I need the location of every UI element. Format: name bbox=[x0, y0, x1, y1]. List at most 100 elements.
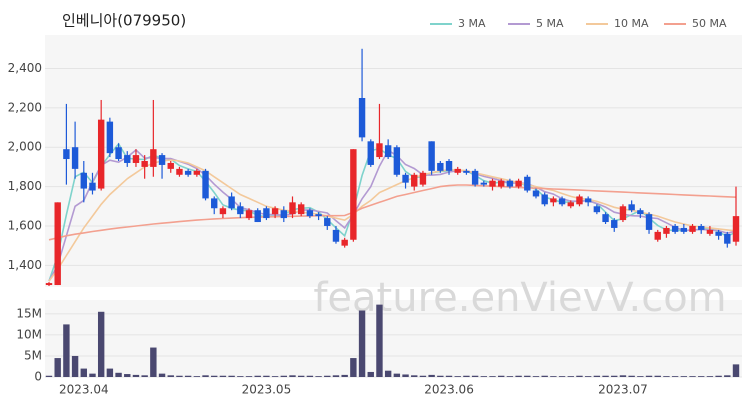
candle-body bbox=[706, 229, 714, 234]
volume-bar bbox=[306, 375, 314, 377]
x-tick-label: 2023.05 bbox=[242, 383, 292, 397]
volume-bar bbox=[254, 375, 261, 377]
candle-body bbox=[576, 196, 583, 205]
volume-bar bbox=[211, 375, 218, 377]
y-tick-label: 2,000 bbox=[8, 140, 42, 154]
candle-body bbox=[254, 210, 261, 223]
legend-label: 3 MA bbox=[458, 17, 486, 30]
candle-body bbox=[106, 121, 114, 154]
candle-body bbox=[628, 204, 635, 211]
volume-bar bbox=[663, 376, 670, 377]
volume-bar bbox=[124, 374, 131, 377]
volume-bar bbox=[411, 375, 418, 377]
volume-bar bbox=[437, 375, 444, 377]
candle-body bbox=[489, 180, 496, 187]
volume-bar bbox=[45, 375, 53, 377]
candle-body bbox=[384, 145, 392, 158]
candle-body bbox=[558, 198, 566, 205]
volume-bar bbox=[524, 375, 531, 377]
candle-body bbox=[611, 220, 618, 228]
y-tick-label: 1,400 bbox=[8, 258, 42, 272]
candle-body bbox=[341, 239, 348, 246]
volume-bar bbox=[106, 368, 114, 377]
volume-bar bbox=[584, 376, 592, 377]
volume-bar bbox=[611, 375, 618, 377]
volume-bar bbox=[428, 374, 435, 377]
candle-body bbox=[602, 214, 609, 223]
candle-body bbox=[454, 168, 461, 173]
candle-body bbox=[680, 227, 688, 232]
candle-body bbox=[428, 141, 435, 171]
volume-bar bbox=[245, 376, 253, 377]
volume-bar bbox=[463, 375, 470, 377]
candle-body bbox=[541, 194, 548, 205]
volume-bar bbox=[132, 374, 140, 377]
candle-body bbox=[63, 149, 70, 160]
candle-body bbox=[724, 233, 731, 244]
candle-body bbox=[637, 210, 644, 215]
volume-bar bbox=[280, 375, 287, 377]
volume-bar bbox=[645, 375, 653, 377]
candle-body bbox=[228, 196, 235, 209]
candle-body bbox=[532, 190, 540, 197]
volume-bar bbox=[671, 376, 679, 377]
volume-bar bbox=[384, 370, 392, 377]
volume-bar bbox=[97, 311, 105, 377]
candle-body bbox=[184, 170, 192, 175]
ma-line bbox=[48, 184, 737, 241]
x-tick-label: 2023.07 bbox=[598, 383, 648, 397]
y-tick-label: 2,200 bbox=[8, 100, 42, 114]
volume-bar bbox=[219, 375, 227, 377]
candle-body bbox=[715, 231, 722, 236]
volume-bar bbox=[471, 375, 479, 377]
candle-body bbox=[158, 155, 166, 165]
volume-bar bbox=[602, 375, 609, 377]
volume-bar bbox=[489, 376, 496, 377]
volume-bar bbox=[454, 376, 461, 377]
candle-body bbox=[402, 174, 409, 183]
volume-bar bbox=[158, 373, 166, 377]
volume-bar bbox=[567, 376, 574, 377]
candle-body bbox=[645, 214, 653, 230]
volume-bar bbox=[289, 375, 296, 377]
candle-body bbox=[732, 216, 740, 242]
candle-body bbox=[437, 162, 444, 171]
legend-label: 50 MA bbox=[692, 17, 727, 30]
candle-body bbox=[193, 170, 201, 175]
candle-body bbox=[584, 198, 592, 203]
volume-bar bbox=[732, 364, 740, 377]
volume-bar bbox=[402, 374, 409, 377]
candle-body bbox=[411, 174, 418, 187]
candle-body bbox=[393, 147, 401, 175]
candle-body bbox=[567, 202, 574, 207]
volume-bar bbox=[358, 310, 366, 377]
candle-body bbox=[315, 214, 322, 217]
y-tick-label: 2,400 bbox=[8, 61, 42, 75]
candle-body bbox=[367, 141, 374, 165]
volume-bar bbox=[689, 376, 696, 377]
volume-bar bbox=[332, 375, 340, 377]
volume-bar bbox=[80, 368, 87, 377]
candle-body bbox=[350, 149, 357, 240]
candle-body bbox=[245, 210, 253, 219]
volume-bar bbox=[654, 375, 661, 377]
candle-body bbox=[671, 225, 679, 232]
candle-body bbox=[498, 180, 505, 187]
volume-bar bbox=[297, 375, 305, 377]
candle-body bbox=[445, 161, 453, 171]
y-tick-label: 10M bbox=[16, 327, 42, 341]
volume-bar bbox=[593, 375, 601, 377]
candle-body bbox=[593, 206, 601, 213]
volume-bar bbox=[558, 376, 566, 377]
volume-bar bbox=[271, 376, 279, 377]
volume-panel bbox=[45, 300, 742, 377]
volume-bar bbox=[550, 376, 557, 377]
candle-body bbox=[515, 180, 522, 187]
candle-body bbox=[124, 155, 131, 163]
volume-bar bbox=[628, 375, 635, 377]
volume-bar bbox=[89, 373, 96, 377]
volume-bar bbox=[115, 372, 122, 377]
candle-body bbox=[419, 172, 427, 185]
